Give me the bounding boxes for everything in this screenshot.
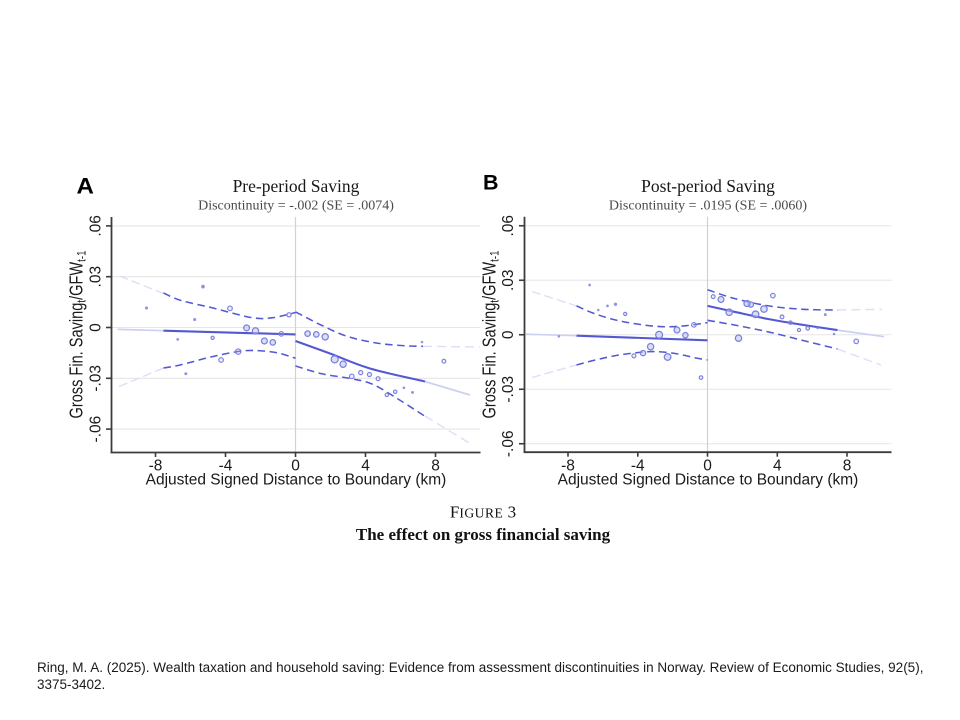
svg-text:4: 4 [361,457,370,474]
svg-text:8: 8 [843,457,852,474]
svg-text:-4: -4 [631,457,645,474]
svg-text:0: 0 [291,457,300,474]
svg-text:0: 0 [703,457,712,474]
svg-text:-8: -8 [149,457,163,474]
svg-text:4: 4 [773,457,782,474]
svg-text:Adjusted Signed Distance to Bo: Adjusted Signed Distance to Boundary (km… [146,472,447,489]
svg-text:A: A [77,174,95,199]
svg-text:3375-3402.: 3375-3402. [37,677,105,692]
svg-text:-.06: -.06 [88,416,105,443]
svg-text:-.03: -.03 [500,376,517,403]
svg-text:FIGURE 3: FIGURE 3 [450,503,516,522]
svg-text:0: 0 [500,330,517,339]
svg-text:B: B [483,171,499,195]
svg-text:0: 0 [88,323,105,332]
svg-text:Discontinuity = -.002 (SE = .0: Discontinuity = -.002 (SE = .0074) [198,199,394,214]
svg-text:.03: .03 [88,266,105,288]
svg-text:-.06: -.06 [500,430,517,457]
svg-text:.03: .03 [500,269,517,291]
svg-text:.06: .06 [88,215,105,237]
svg-text:Post-period Saving: Post-period Saving [641,176,775,196]
svg-text:.06: .06 [500,215,517,237]
svg-text:-.03: -.03 [88,365,105,392]
svg-text:Gross Fin. Savingt/GFWt-1: Gross Fin. Savingt/GFWt-1 [480,250,502,418]
svg-text:8: 8 [431,457,440,474]
svg-text:Pre-period Saving: Pre-period Saving [233,176,360,196]
svg-text:-4: -4 [219,457,233,474]
svg-text:-8: -8 [561,457,575,474]
svg-text:Discontinuity = .0195 (SE = .0: Discontinuity = .0195 (SE = .0060) [609,199,808,214]
svg-text:The effect on gross financial: The effect on gross financial saving [356,525,611,544]
svg-text:Ring, M. A. (2025). Wealth tax: Ring, M. A. (2025). Wealth taxation and … [37,660,923,675]
svg-text:Gross Fin. Savingt/GFWt-1: Gross Fin. Savingt/GFWt-1 [67,250,89,418]
svg-text:Adjusted Signed Distance to Bo: Adjusted Signed Distance to Boundary (km… [558,472,859,489]
